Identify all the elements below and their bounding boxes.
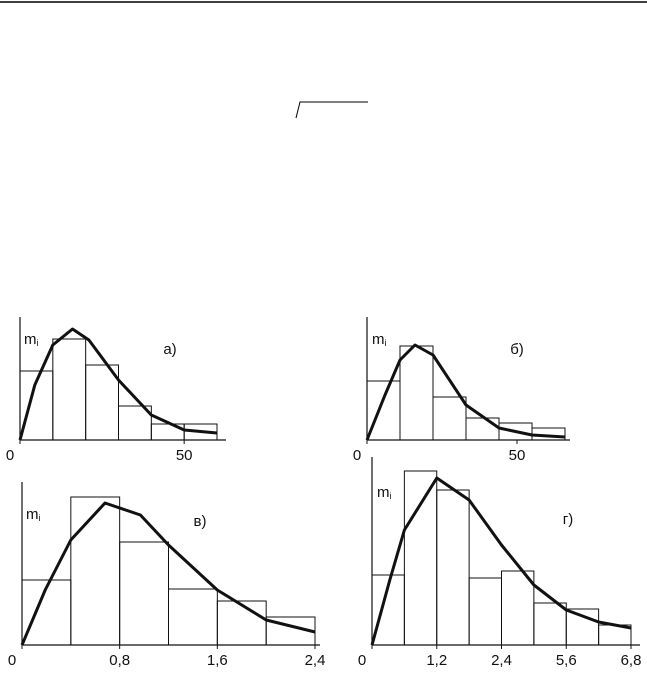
bar	[119, 541, 169, 646]
y-axis-label-main: m	[24, 331, 37, 348]
panel-label: г)	[563, 511, 573, 528]
bar	[70, 496, 121, 646]
bar	[432, 396, 467, 441]
bar	[52, 338, 87, 441]
y-axis-label-main: m	[377, 484, 390, 501]
x-tick-label: 2,4	[491, 652, 512, 669]
y-axis-label: mi	[377, 484, 392, 501]
y-axis-label-main: m	[26, 506, 39, 523]
x-tick-label: 1,6	[207, 652, 228, 669]
x-tick-label: 0	[353, 447, 361, 464]
y-axis-label-sub: i	[39, 513, 41, 523]
x-tick-label: 50	[509, 447, 526, 464]
bar	[403, 470, 438, 646]
x-tick-label: 50	[176, 447, 193, 464]
x-tick-label: 0,8	[109, 652, 130, 669]
root-sign	[295, 101, 368, 119]
bar	[216, 600, 267, 646]
density-curve	[20, 501, 316, 646]
x-tick-label: 5,6	[556, 652, 577, 669]
x-tick-label: 1,2	[426, 652, 447, 669]
density-curve	[18, 327, 218, 441]
bar	[399, 345, 434, 441]
x-tick-label: 0	[6, 447, 14, 464]
y-axis-label-sub: i	[385, 338, 387, 348]
x-tick-label: 0	[8, 652, 16, 669]
y-axis-label: mi	[24, 331, 39, 348]
x-tick-label: 6,8	[621, 652, 642, 669]
x-tick-label: 2,4	[305, 652, 326, 669]
panel-label: в)	[194, 513, 207, 530]
y-axis-label: mi	[26, 506, 41, 523]
y-axis-label-sub: i	[390, 491, 392, 501]
y-axis-label-sub: i	[37, 338, 39, 348]
y-axis-label-main: m	[372, 331, 385, 348]
bar	[465, 417, 500, 441]
bar	[501, 570, 535, 646]
panel-label: б)	[510, 341, 524, 358]
bar	[436, 489, 470, 646]
x-tick-label: 0	[358, 652, 366, 669]
panel-label: а)	[163, 341, 176, 358]
density-curve	[365, 343, 566, 441]
bar	[85, 364, 119, 441]
bar	[468, 577, 502, 646]
bar	[168, 588, 218, 646]
bar	[533, 602, 567, 646]
density-curve	[370, 476, 632, 646]
y-axis-label: mi	[372, 331, 387, 348]
